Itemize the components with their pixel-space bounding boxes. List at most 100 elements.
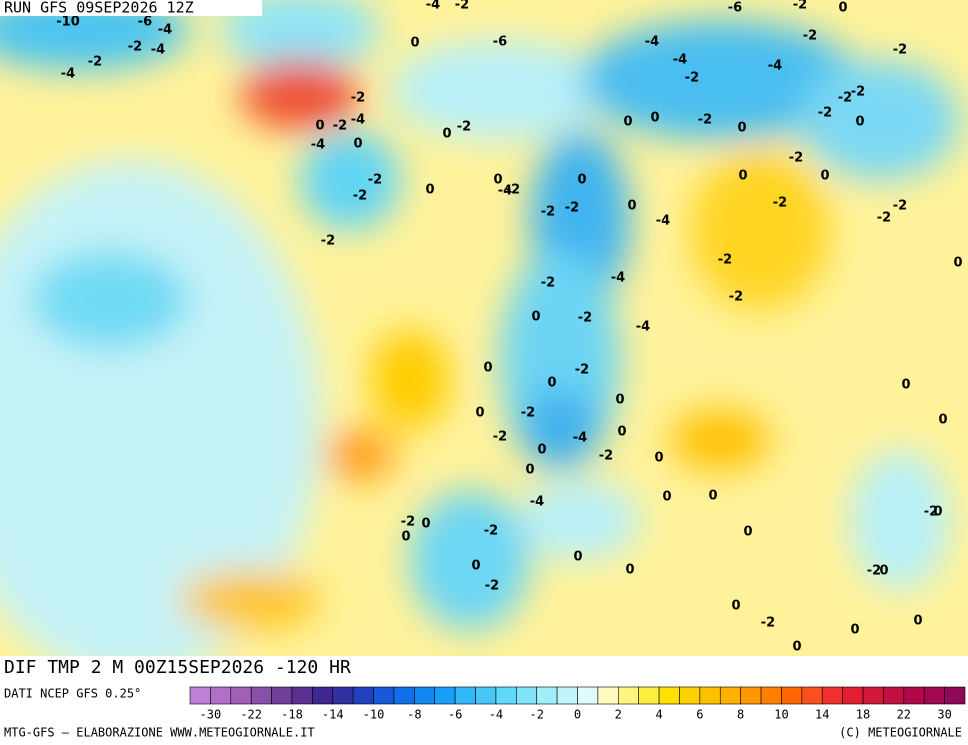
map-title: DIF TMP 2 M 00Z15SEP2026 -120 HR <box>4 657 351 678</box>
contour-label: -4 <box>645 35 659 50</box>
contour-label: -2 <box>685 71 699 86</box>
contour-label: 0 <box>855 115 864 130</box>
contour-label: -4 <box>351 113 365 128</box>
contour-label: 0 <box>617 425 626 440</box>
colorbar-label: 6 <box>696 708 703 722</box>
contour-label: 0 <box>442 127 451 142</box>
color-swatch <box>352 686 374 705</box>
contour-label: 0 <box>708 489 717 504</box>
contour-label: -6 <box>493 35 507 50</box>
color-swatch <box>516 686 538 705</box>
contour-label: -2 <box>128 40 142 55</box>
color-swatch <box>210 686 232 705</box>
contour-label: -2 <box>729 290 743 305</box>
color-swatch <box>250 686 272 705</box>
color-swatch <box>393 686 415 705</box>
colorbar-label: -30 <box>200 708 222 722</box>
contour-label: -2 <box>333 119 347 134</box>
color-swatch <box>883 686 905 705</box>
contour-label: -4 <box>311 138 325 153</box>
colorbar-label: 2 <box>615 708 622 722</box>
color-swatch <box>760 686 782 705</box>
contour-label: -2 <box>818 106 832 121</box>
contour-label: 0 <box>737 121 746 136</box>
contour-label: -2 <box>773 196 787 211</box>
contour-label: -2 <box>761 616 775 631</box>
contour-label: 0 <box>483 361 492 376</box>
contour-label: 0 <box>525 463 534 478</box>
contour-label: 0 <box>531 310 540 325</box>
contour-label: 0 <box>792 640 801 655</box>
contour-label: -2 <box>838 91 852 106</box>
colorbar-label: 30 <box>937 708 951 722</box>
contour-label: 0 <box>654 451 663 466</box>
contour-label: -10 <box>56 15 80 30</box>
contour-label: -6 <box>138 15 152 30</box>
colorbar-label: 10 <box>774 708 788 722</box>
contour-label: -2 <box>877 211 891 226</box>
contour-label: -2 <box>368 173 382 188</box>
color-swatch <box>373 686 395 705</box>
contour-label: 0 <box>938 413 947 428</box>
contour-label: 0 <box>315 119 324 134</box>
run-label: RUN GFS 09SEP2026 12Z <box>4 0 194 17</box>
contour-label: -2 <box>851 85 865 100</box>
contour-label: 0 <box>650 111 659 126</box>
color-swatch <box>842 686 864 705</box>
colorbar-label: -4 <box>489 708 503 722</box>
contour-label: -2 <box>789 151 803 166</box>
contour-label: 0 <box>615 393 624 408</box>
contour-label: 0 <box>901 378 910 393</box>
contour-label: 0 <box>850 623 859 638</box>
contour-label: 0 <box>623 115 632 130</box>
contour-label: 0 <box>627 199 636 214</box>
contour-label: -2 <box>803 29 817 44</box>
contour-label: -2 <box>541 276 555 291</box>
contour-label: 0 <box>731 599 740 614</box>
colorbar-label: -22 <box>240 708 262 722</box>
color-swatch <box>923 686 945 705</box>
color-swatch <box>740 686 762 705</box>
contour-label: 0 <box>353 137 362 152</box>
colorbar-label: 4 <box>655 708 662 722</box>
contour-label: -4 <box>673 53 687 68</box>
contour-label: -2 <box>521 406 535 421</box>
contour-label: 0 <box>577 173 586 188</box>
color-swatch <box>434 686 456 705</box>
color-swatch <box>597 686 619 705</box>
contour-label: -4 <box>768 59 782 74</box>
color-swatch <box>536 686 558 705</box>
contour-label: 0 <box>820 169 829 184</box>
color-swatch <box>801 686 823 705</box>
color-swatch <box>781 686 803 705</box>
contour-label: -2 <box>578 311 592 326</box>
contour-label: 0 <box>953 256 962 271</box>
contour-label: -4 <box>611 271 625 286</box>
credit-right: (C) METEOGIORNALE <box>839 726 962 740</box>
contour-label: 0 <box>662 490 671 505</box>
contour-label: 0 <box>421 517 430 532</box>
source-label: DATI NCEP GFS 0.25° <box>4 687 141 701</box>
contour-label: 0 <box>573 550 582 565</box>
title-box <box>0 656 455 680</box>
contour-label: -4 <box>151 43 165 58</box>
contour-label: -4 <box>530 495 544 510</box>
colorbar: -30 -22 -18 -14 -10 -8 -6 -4 -2 0 2 4 6 8 10 14 18 22 30 <box>189 686 966 722</box>
contour-label: -6 <box>728 1 742 16</box>
run-box <box>0 0 262 16</box>
color-swatch <box>312 686 334 705</box>
color-swatch <box>454 686 476 705</box>
color-swatch <box>230 686 252 705</box>
color-swatch <box>719 686 741 705</box>
contour-label: 0 <box>410 36 419 51</box>
contour-label: -2 <box>353 189 367 204</box>
colorbar-label: -10 <box>363 708 385 722</box>
contour-label: -2 <box>541 205 555 220</box>
contour-label: -2 <box>698 113 712 128</box>
color-swatch <box>617 686 639 705</box>
colorbar-label: -8 <box>407 708 421 722</box>
contour-label: 0 <box>743 525 752 540</box>
colorbar-label: -2 <box>529 708 543 722</box>
credit-left: MTG-GFS — ELABORAZIONE WWW.METEOGIORNALE… <box>4 726 315 740</box>
contour-label: -4 <box>61 67 75 82</box>
